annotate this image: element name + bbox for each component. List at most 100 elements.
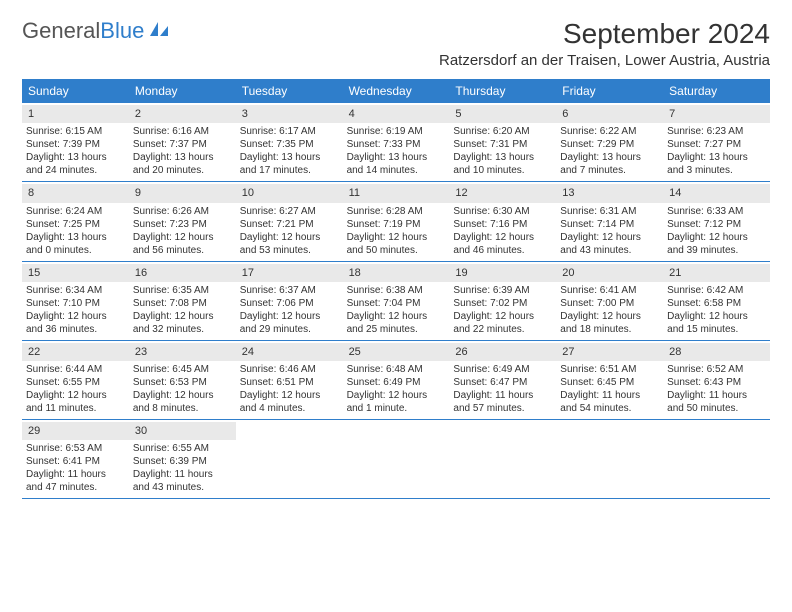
day-sunrise: Sunrise: 6:52 AM <box>667 363 766 376</box>
day-sunrise: Sunrise: 6:41 AM <box>560 284 659 297</box>
day-cell: 25Sunrise: 6:48 AMSunset: 6:49 PMDayligh… <box>343 341 450 419</box>
weekday-wednesday: Wednesday <box>343 79 450 103</box>
day-dl2: and 43 minutes. <box>133 481 232 494</box>
day-number: 26 <box>449 343 556 361</box>
day-sunset: Sunset: 7:25 PM <box>26 218 125 231</box>
day-sunset: Sunset: 6:49 PM <box>347 376 446 389</box>
weekday-tuesday: Tuesday <box>236 79 343 103</box>
day-dl2: and 50 minutes. <box>347 244 446 257</box>
day-number: 24 <box>236 343 343 361</box>
day-sunrise: Sunrise: 6:33 AM <box>667 205 766 218</box>
day-cell: 29 Sunrise: 6:53 AMSunset: 6:41 PMDayligh… <box>22 420 129 498</box>
day-dl2: and 10 minutes. <box>453 164 552 177</box>
title-block: September 2024 Ratzersdorf an der Traise… <box>439 18 770 75</box>
day-dl2: and 8 minutes. <box>133 402 232 415</box>
day-dl2: and 14 minutes. <box>347 164 446 177</box>
day-sunrise: Sunrise: 6:37 AM <box>240 284 339 297</box>
day-number: 12 <box>449 184 556 202</box>
day-sunrise: Sunrise: 6:24 AM <box>26 205 125 218</box>
day-number: 3 <box>236 105 343 123</box>
day-dl1: Daylight: 12 hours <box>133 389 232 402</box>
day-sunrise: Sunrise: 6:22 AM <box>560 125 659 138</box>
day-dl2: and 24 minutes. <box>26 164 125 177</box>
day-sunrise: Sunrise: 6:23 AM <box>667 125 766 138</box>
week-row: 22Sunrise: 6:44 AMSunset: 6:55 PMDayligh… <box>22 341 770 420</box>
day-empty <box>556 420 663 498</box>
day-sunrise: Sunrise: 6:49 AM <box>453 363 552 376</box>
day-cell: 23Sunrise: 6:45 AMSunset: 6:53 PMDayligh… <box>129 341 236 419</box>
day-dl2: and 50 minutes. <box>667 402 766 415</box>
day-sunset: Sunset: 6:41 PM <box>26 455 125 468</box>
day-sunset: Sunset: 7:02 PM <box>453 297 552 310</box>
day-cell: 22Sunrise: 6:44 AMSunset: 6:55 PMDayligh… <box>22 341 129 419</box>
day-sunset: Sunset: 7:10 PM <box>26 297 125 310</box>
day-dl1: Daylight: 11 hours <box>560 389 659 402</box>
day-dl1: Daylight: 12 hours <box>133 231 232 244</box>
day-dl2: and 0 minutes. <box>26 244 125 257</box>
day-dl1: Daylight: 12 hours <box>667 310 766 323</box>
day-cell: 30Sunrise: 6:55 AMSunset: 6:39 PMDayligh… <box>129 420 236 498</box>
day-number: 16 <box>129 264 236 282</box>
day-number: 2 <box>129 105 236 123</box>
day-sunset: Sunset: 6:53 PM <box>133 376 232 389</box>
day-cell: 10Sunrise: 6:27 AMSunset: 7:21 PMDayligh… <box>236 182 343 260</box>
day-number: 15 <box>22 264 129 282</box>
weekday-friday: Friday <box>556 79 663 103</box>
day-cell: 28Sunrise: 6:52 AMSunset: 6:43 PMDayligh… <box>663 341 770 419</box>
weekday-monday: Monday <box>129 79 236 103</box>
day-dl2: and 4 minutes. <box>240 402 339 415</box>
day-sunrise: Sunrise: 6:26 AM <box>133 205 232 218</box>
day-cell: 8Sunrise: 6:24 AMSunset: 7:25 PMDaylight… <box>22 182 129 260</box>
day-cell: 21Sunrise: 6:42 AMSunset: 6:58 PMDayligh… <box>663 262 770 340</box>
day-dl1: Daylight: 12 hours <box>240 389 339 402</box>
day-sunrise: Sunrise: 6:15 AM <box>26 125 125 138</box>
day-dl2: and 18 minutes. <box>560 323 659 336</box>
location-text: Ratzersdorf an der Traisen, Lower Austri… <box>439 52 770 69</box>
day-dl2: and 53 minutes. <box>240 244 339 257</box>
logo-sail-icon <box>148 18 170 44</box>
day-number: 6 <box>556 105 663 123</box>
day-dl1: Daylight: 12 hours <box>667 231 766 244</box>
day-dl1: Daylight: 12 hours <box>26 389 125 402</box>
day-number: 20 <box>556 264 663 282</box>
day-sunset: Sunset: 7:37 PM <box>133 138 232 151</box>
day-sunrise: Sunrise: 6:20 AM <box>453 125 552 138</box>
logo-word2: Blue <box>100 18 144 44</box>
day-sunset: Sunset: 7:39 PM <box>26 138 125 151</box>
logo: GeneralBlue <box>22 18 170 44</box>
day-cell: 5Sunrise: 6:20 AMSunset: 7:31 PMDaylight… <box>449 103 556 181</box>
day-dl2: and 20 minutes. <box>133 164 232 177</box>
day-sunrise: Sunrise: 6:27 AM <box>240 205 339 218</box>
day-dl1: Daylight: 12 hours <box>347 231 446 244</box>
day-dl1: Daylight: 11 hours <box>26 468 125 481</box>
day-dl2: and 22 minutes. <box>453 323 552 336</box>
day-sunset: Sunset: 7:14 PM <box>560 218 659 231</box>
day-number: 19 <box>449 264 556 282</box>
day-sunrise: Sunrise: 6:53 AM <box>26 442 125 455</box>
day-dl1: Daylight: 13 hours <box>667 151 766 164</box>
day-dl2: and 25 minutes. <box>347 323 446 336</box>
day-number: 4 <box>343 105 450 123</box>
day-dl2: and 47 minutes. <box>26 481 125 494</box>
day-cell: 3Sunrise: 6:17 AMSunset: 7:35 PMDaylight… <box>236 103 343 181</box>
day-number: 9 <box>129 184 236 202</box>
day-empty <box>663 420 770 498</box>
day-number: 29 <box>22 422 129 440</box>
header: GeneralBlue September 2024 Ratzersdorf a… <box>22 18 770 75</box>
day-sunset: Sunset: 7:06 PM <box>240 297 339 310</box>
day-cell: 4Sunrise: 6:19 AMSunset: 7:33 PMDaylight… <box>343 103 450 181</box>
week-row: 15Sunrise: 6:34 AMSunset: 7:10 PMDayligh… <box>22 262 770 341</box>
day-sunrise: Sunrise: 6:30 AM <box>453 205 552 218</box>
day-sunset: Sunset: 7:35 PM <box>240 138 339 151</box>
day-number: 11 <box>343 184 450 202</box>
day-dl1: Daylight: 12 hours <box>453 310 552 323</box>
day-dl1: Daylight: 13 hours <box>133 151 232 164</box>
day-dl2: and 36 minutes. <box>26 323 125 336</box>
day-number: 7 <box>663 105 770 123</box>
day-number: 14 <box>663 184 770 202</box>
day-number: 22 <box>22 343 129 361</box>
day-sunrise: Sunrise: 6:39 AM <box>453 284 552 297</box>
calendar: Sunday Monday Tuesday Wednesday Thursday… <box>22 79 770 499</box>
day-dl1: Daylight: 12 hours <box>560 231 659 244</box>
day-sunset: Sunset: 7:08 PM <box>133 297 232 310</box>
